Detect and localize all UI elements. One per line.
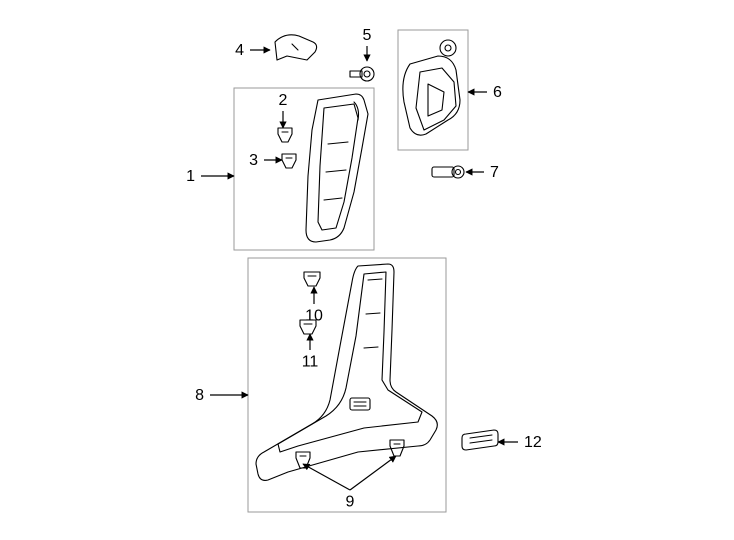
part-lower-pillar-trim [256,264,437,480]
callout-label-3: 3 [249,152,258,169]
callout-label-11: 11 [302,353,319,370]
callout-label-12: 12 [524,434,542,451]
callout-leader-9 [303,464,350,490]
callout-label-4: 4 [235,42,244,59]
part-bolt-5 [350,67,374,81]
callout-label-6: 6 [493,84,502,101]
group-boxes [234,30,468,512]
part-scuff-plate [462,430,498,450]
parts-diagram: 123456789101112 [0,0,734,540]
part-upper-pillar-trim [306,94,368,242]
callout-leader-9 [350,456,396,490]
part-bolt-7 [432,166,464,178]
callout-label-5: 5 [363,27,372,44]
callout-label-8: 8 [195,387,204,404]
group-box-1 [234,88,374,250]
part-clip-2 [278,128,292,142]
callout-label-1: 1 [186,168,195,185]
callout-label-9: 9 [346,493,355,510]
callout-label-7: 7 [490,164,499,181]
group-box-6 [398,30,468,150]
callout-label-2: 2 [279,92,288,109]
part-clip-3 [282,154,296,168]
callout-label-10: 10 [305,307,323,324]
part-clip-10 [304,272,320,286]
part-seatbelt-anchor [403,40,460,135]
part-clip-9a [296,452,310,468]
part-bracket [275,35,317,60]
